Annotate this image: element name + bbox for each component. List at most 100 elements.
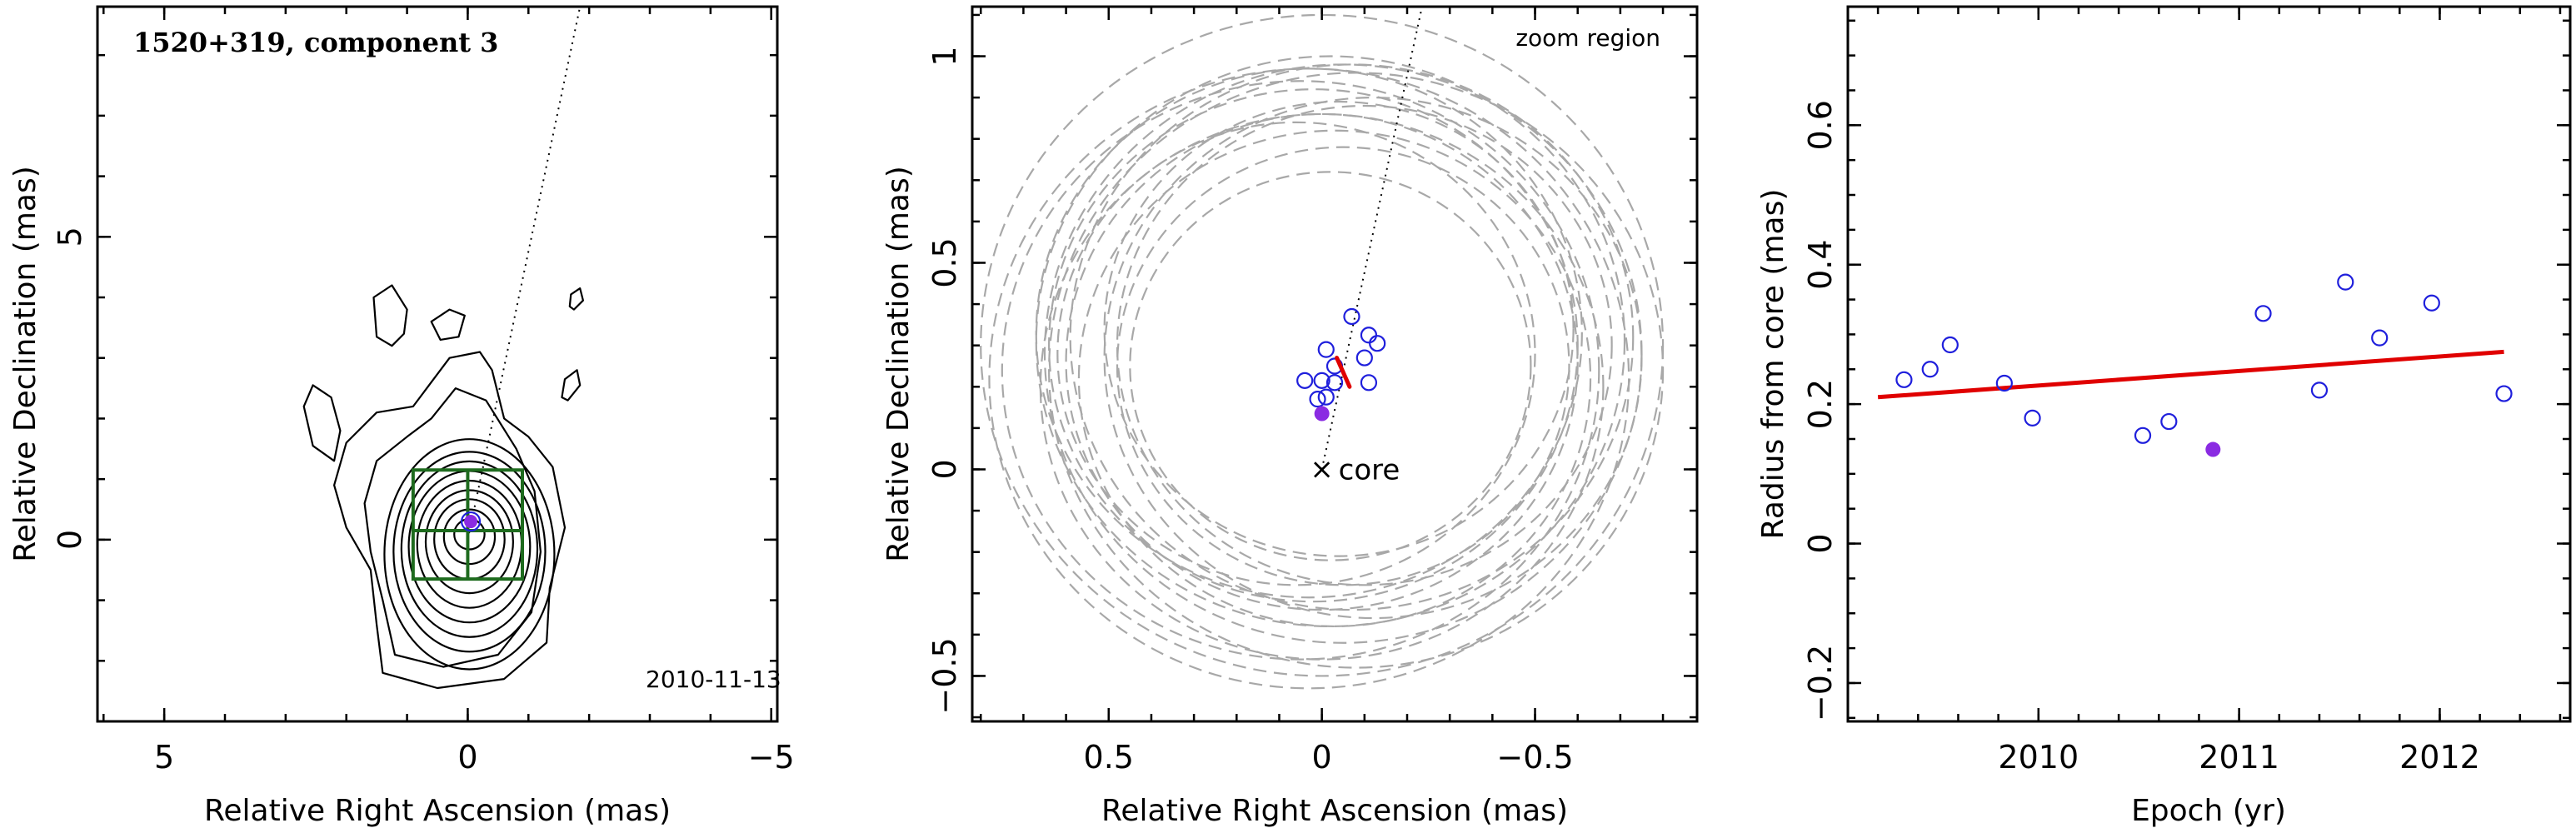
zoom-overlay: × core	[1296, 7, 1423, 486]
y-tick-label: −0.2	[1802, 645, 1839, 721]
fit-circle	[1069, 63, 1635, 611]
x-tick-label: 2012	[2399, 739, 2480, 776]
y-tick-label: 0	[926, 459, 963, 479]
component-marker	[464, 515, 478, 529]
fit-circle	[1048, 88, 1579, 603]
epoch-position-point	[1360, 374, 1378, 392]
fit-circle	[1048, 72, 1665, 669]
core-label: core	[1339, 453, 1400, 486]
contour-second	[363, 387, 542, 668]
epoch-position-point	[1369, 335, 1386, 352]
radius-point	[2024, 409, 2041, 426]
fit-circle	[1116, 146, 1570, 586]
y-tick-label: 0.5	[926, 237, 963, 287]
y-axis-label-3: Radius from core (mas)	[1756, 189, 1790, 540]
y-tick-label: 0.4	[1802, 239, 1839, 289]
y-axis-label-1: Relative Declination (mas)	[8, 166, 42, 562]
radius-point	[1941, 336, 1959, 354]
axis-ticks-2: 0.5 0 −0.5 −0.5 0 0.5 1	[926, 7, 1697, 776]
radius-plot-area	[1877, 273, 2513, 457]
y-tick-label: 5	[52, 227, 88, 247]
contour-island	[561, 369, 582, 402]
fit-circle	[1035, 67, 1583, 599]
axis-ticks-3: 2010 2011 2012 −0.2 0 0.2 0.4 0.6	[1802, 7, 2570, 776]
jet-direction-line	[1320, 7, 1423, 470]
epoch-position-point	[1313, 372, 1330, 389]
contour-level	[392, 451, 547, 653]
panel-zoom-region: × core 0.5 0 −0.5 −0.5 0 0.5 1 zoom region Rela…	[881, 5, 1699, 828]
fit-circle	[1103, 100, 1575, 557]
highlighted-radius-point	[2205, 441, 2221, 457]
y-axis-label-2: Relative Declination (mas)	[881, 166, 916, 562]
map-date: 2010-11-13	[646, 666, 781, 693]
fit-circle	[988, 67, 1630, 690]
contour-island	[568, 287, 584, 311]
radius-point	[2160, 412, 2178, 431]
x-axis-label-3: Epoch (yr)	[2131, 794, 2286, 828]
fit-circle	[1129, 171, 1532, 561]
epoch-position-point	[1343, 307, 1360, 326]
x-tick-label: 0.5	[1084, 739, 1134, 776]
radius-point	[2310, 382, 2329, 399]
contour-island	[372, 284, 408, 347]
x-axis-label-1: Relative Right Ascension (mas)	[204, 794, 671, 828]
fit-circle	[1116, 104, 1613, 586]
radius-point	[2337, 273, 2354, 291]
radius-point	[2371, 329, 2389, 347]
fit-circle	[1035, 55, 1626, 628]
epoch-position-point	[1309, 391, 1326, 408]
x-tick-label: 0	[457, 739, 477, 776]
zoom-region-label: zoom region	[1515, 24, 1660, 52]
radius-point	[2254, 305, 2272, 322]
radius-point	[1995, 374, 2013, 392]
axis-ticks-1: 5 0 −5 0 5	[52, 7, 795, 776]
radius-point	[2423, 294, 2440, 312]
map-overlay	[411, 7, 582, 581]
y-tick-label: 0.6	[1802, 100, 1839, 150]
panel-contour-map: 5 0 −505 1520+319, component 3 2010-11-13 …	[8, 5, 795, 828]
fit-circle	[980, 13, 1665, 677]
epoch-position-point	[1325, 374, 1344, 392]
jet-direction-line	[467, 7, 582, 541]
x-tick-label: −5	[748, 739, 795, 776]
epoch-position-point	[1355, 349, 1373, 367]
fit-circle	[1103, 97, 1643, 620]
highlighted-epoch-point	[1314, 406, 1330, 421]
contour-level	[400, 460, 539, 638]
x-axis-label-2: Relative Right Ascension (mas)	[1101, 794, 1568, 828]
plot-frame-2	[971, 5, 1699, 723]
x-tick-label: 2011	[2199, 739, 2279, 776]
contour-island	[302, 384, 342, 462]
y-tick-label: 0	[1802, 533, 1839, 553]
x-tick-label: −0.5	[1496, 739, 1573, 776]
plot-frame-1	[96, 5, 779, 723]
y-tick-label: 1	[926, 46, 963, 66]
fit-circle	[1056, 121, 1536, 586]
x-tick-label: 5	[154, 739, 174, 776]
y-tick-label: 0.2	[1802, 379, 1839, 429]
contour-island	[430, 308, 466, 341]
radius-point	[1921, 361, 1939, 378]
fit-circle	[1065, 112, 1579, 611]
contour-outer	[333, 351, 567, 690]
radius-point	[2134, 426, 2152, 444]
y-tick-label: 0	[52, 530, 88, 550]
fit-line	[1877, 349, 2504, 400]
plot-frame-3	[1846, 5, 2572, 723]
epoch-position-point	[1317, 341, 1335, 358]
x-tick-label: 2010	[1998, 739, 2079, 776]
component-ring	[460, 511, 482, 532]
radius-point	[1895, 371, 1913, 388]
map-title: 1520+319, component 3	[133, 27, 498, 58]
y-tick-label: −0.5	[926, 637, 963, 714]
epoch-position-point	[1360, 327, 1378, 344]
fit-circle	[1001, 80, 1600, 661]
fit-circles	[980, 13, 1665, 690]
contour-lines	[302, 284, 584, 690]
fit-circle	[1039, 112, 1605, 661]
epoch-position-point	[1317, 388, 1335, 406]
x-tick-label: 0	[1312, 739, 1332, 776]
contour-level	[383, 438, 556, 671]
panel-radius-epoch: 2010 2011 2012 −0.2 0 0.2 0.4 0.6 Epoch (yr) Ra…	[1756, 5, 2572, 828]
